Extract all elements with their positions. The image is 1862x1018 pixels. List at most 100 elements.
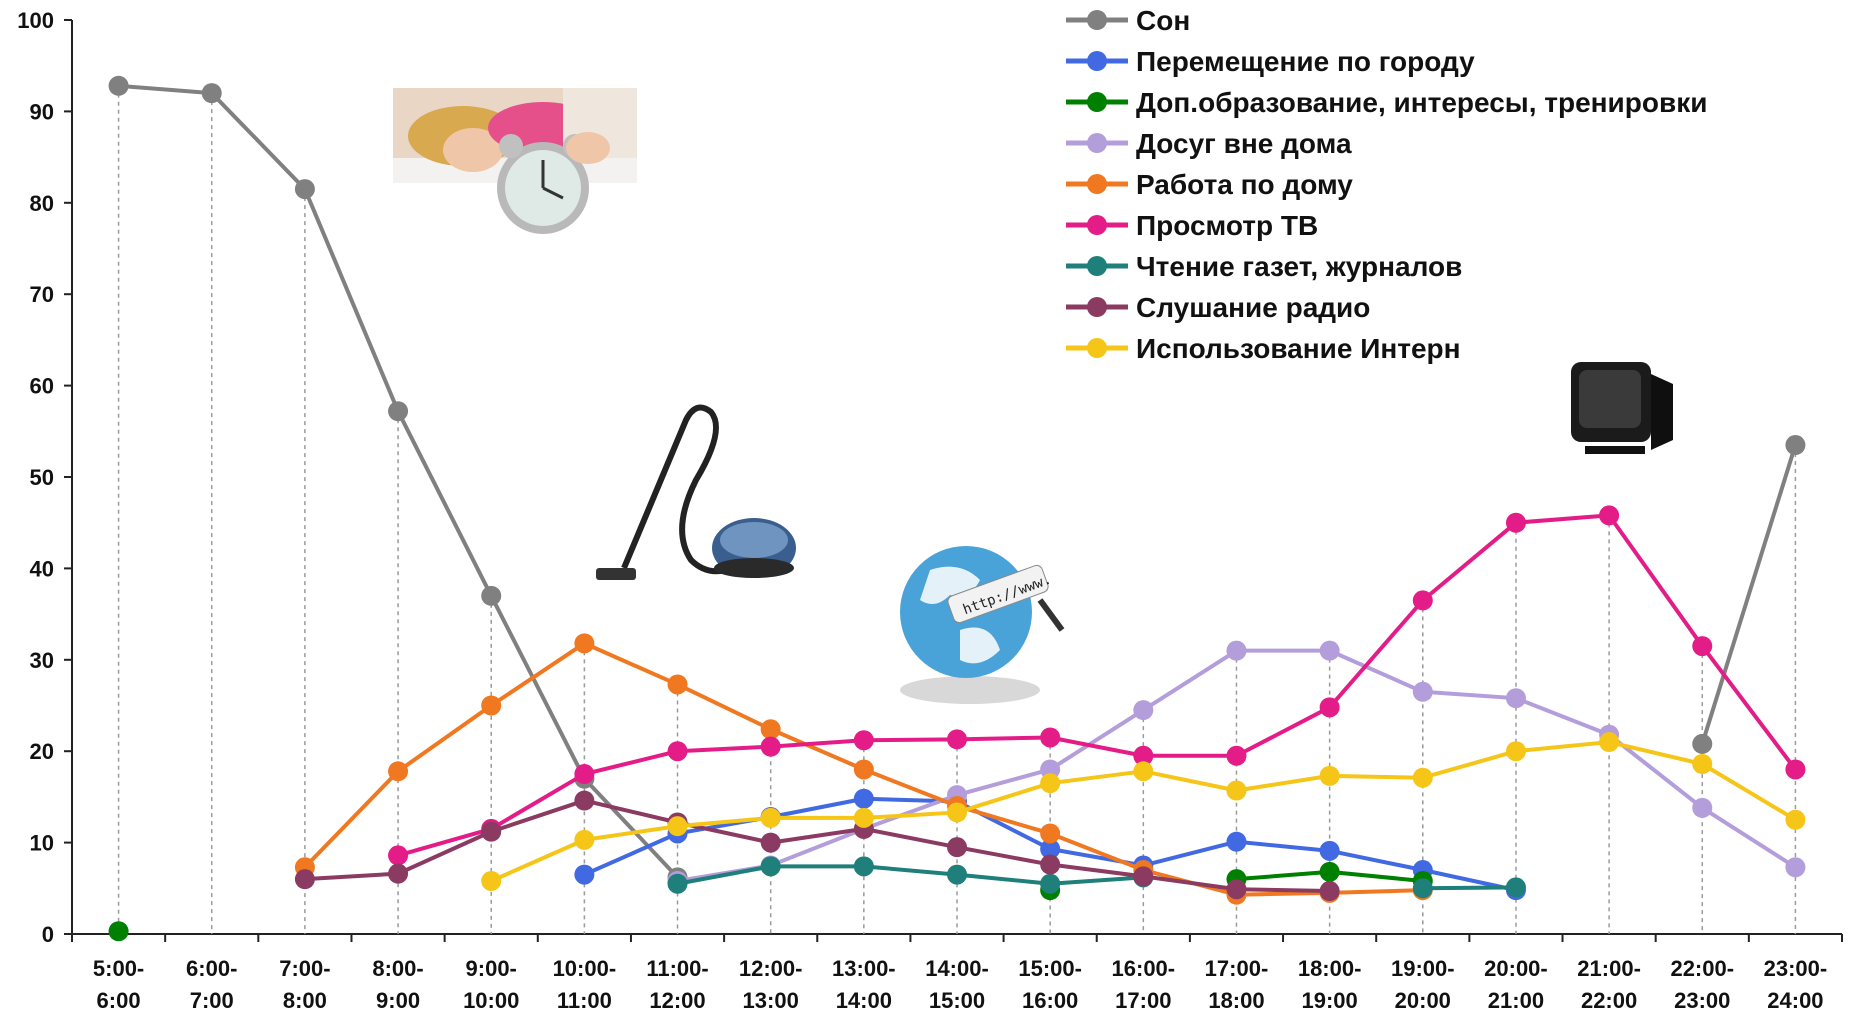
x-tick-label: 21:00 xyxy=(1488,988,1544,1013)
data-point xyxy=(1412,878,1433,899)
legend-label: Сон xyxy=(1136,5,1190,36)
x-tick-label: 13:00- xyxy=(832,956,896,981)
x-tick-label: 14:00 xyxy=(836,988,892,1013)
data-point xyxy=(853,856,874,877)
legend-item: Досуг вне дома xyxy=(1066,128,1352,159)
legend-swatch-marker xyxy=(1087,92,1107,112)
data-point xyxy=(667,741,688,762)
data-point xyxy=(574,790,595,811)
data-point xyxy=(1226,879,1247,900)
data-point xyxy=(1785,435,1806,456)
series-5 xyxy=(388,505,1806,866)
series-lines xyxy=(108,75,1806,942)
data-point xyxy=(1133,745,1154,766)
y-tick-label: 100 xyxy=(17,8,54,33)
data-point xyxy=(388,845,409,866)
legend-item: Чтение газет, журналов xyxy=(1066,251,1462,282)
data-point xyxy=(294,179,315,200)
data-point xyxy=(481,821,502,842)
x-tick-label: 6:00- xyxy=(186,956,237,981)
data-point xyxy=(947,837,967,858)
data-point xyxy=(853,759,874,780)
x-tick-label: 13:00 xyxy=(743,988,799,1013)
x-tick-label: 23:00- xyxy=(1764,956,1828,981)
data-point xyxy=(947,802,967,823)
x-tick-label: 8:00 xyxy=(283,988,327,1013)
data-point xyxy=(1505,741,1526,762)
legend-item: Слушание радио xyxy=(1066,292,1370,323)
data-point xyxy=(388,863,409,884)
x-tick-label: 18:00- xyxy=(1298,956,1362,981)
data-point xyxy=(1785,759,1806,780)
legend-swatch-marker xyxy=(1087,256,1107,276)
y-tick-label: 60 xyxy=(30,374,54,399)
data-point xyxy=(853,807,874,828)
x-tick-label: 20:00- xyxy=(1484,956,1548,981)
legend-label: Использование Интерн xyxy=(1136,333,1461,364)
legend-label: Работа по дому xyxy=(1136,169,1353,200)
data-point xyxy=(1692,753,1713,774)
x-tick-label: 18:00 xyxy=(1208,988,1264,1013)
data-point xyxy=(1505,877,1526,898)
data-point xyxy=(1505,688,1526,709)
x-tick-label: 14:00- xyxy=(925,956,989,981)
x-tick-label: 11:00 xyxy=(557,988,612,1013)
legend-label: Просмотр ТВ xyxy=(1136,210,1318,241)
data-point xyxy=(1040,759,1061,780)
internet-globe-image: http://www. xyxy=(900,546,1065,704)
data-point xyxy=(1040,854,1061,875)
data-point xyxy=(947,729,967,750)
data-point xyxy=(574,864,595,885)
data-point xyxy=(388,401,409,422)
data-point xyxy=(574,829,595,850)
x-tick-label: 12:00- xyxy=(739,956,803,981)
data-point xyxy=(1040,773,1061,794)
x-tick-label: 10:00- xyxy=(553,956,617,981)
data-point xyxy=(481,585,502,606)
legend: Сон Перемещение по городу Доп.образование,… xyxy=(1066,5,1707,364)
data-point xyxy=(1599,505,1620,526)
legend-label: Доп.образование, интересы, тренировки xyxy=(1136,87,1707,118)
data-point xyxy=(1040,838,1061,859)
x-tick-label: 15:00 xyxy=(929,988,985,1013)
x-tick-label: 16:00 xyxy=(1022,988,1078,1013)
x-tick-label: 9:00 xyxy=(376,988,420,1013)
data-point xyxy=(108,921,129,942)
legend-swatch-marker xyxy=(1087,133,1107,153)
data-point xyxy=(1226,831,1247,852)
x-tick-label: 10:00 xyxy=(463,988,519,1013)
data-point xyxy=(1319,697,1340,718)
data-point xyxy=(1319,861,1340,882)
data-point xyxy=(760,832,781,853)
tick-labels: 0 10 20 30 40 50 60 70 80 90 100 5:00- 6:00 6:00- 7:00… xyxy=(17,8,1827,1013)
data-point xyxy=(1040,873,1061,894)
data-point xyxy=(1226,640,1247,661)
x-tick-label: 20:00 xyxy=(1395,988,1451,1013)
data-point xyxy=(1040,823,1061,844)
legend-item: Просмотр ТВ xyxy=(1066,210,1318,241)
data-point xyxy=(1785,809,1806,830)
series-line xyxy=(677,864,1144,886)
legend-item: Доп.образование, интересы, тренировки xyxy=(1066,87,1707,118)
y-tick-label: 30 xyxy=(30,648,54,673)
x-tick-label: 23:00 xyxy=(1674,988,1730,1013)
data-point xyxy=(1785,857,1806,878)
series-line xyxy=(397,513,1798,858)
data-point xyxy=(108,75,129,96)
y-tick-label: 20 xyxy=(30,739,54,764)
data-point xyxy=(853,730,874,751)
data-point xyxy=(1040,727,1061,748)
x-tick-label: 22:00- xyxy=(1670,956,1734,981)
legend-item: Использование Интерн xyxy=(1066,333,1461,364)
data-point xyxy=(481,695,502,716)
series-8 xyxy=(481,732,1806,891)
x-tick-label: 19:00 xyxy=(1301,988,1357,1013)
x-tick-label: 5:00- xyxy=(93,956,144,981)
x-tick-label: 19:00- xyxy=(1391,956,1455,981)
legend-swatch-marker xyxy=(1087,215,1107,235)
y-tick-label: 10 xyxy=(30,831,54,856)
data-point xyxy=(1599,732,1620,753)
legend-swatch-marker xyxy=(1087,297,1107,317)
x-tick-label: 24:00 xyxy=(1767,988,1823,1013)
y-tick-label: 90 xyxy=(30,99,54,124)
